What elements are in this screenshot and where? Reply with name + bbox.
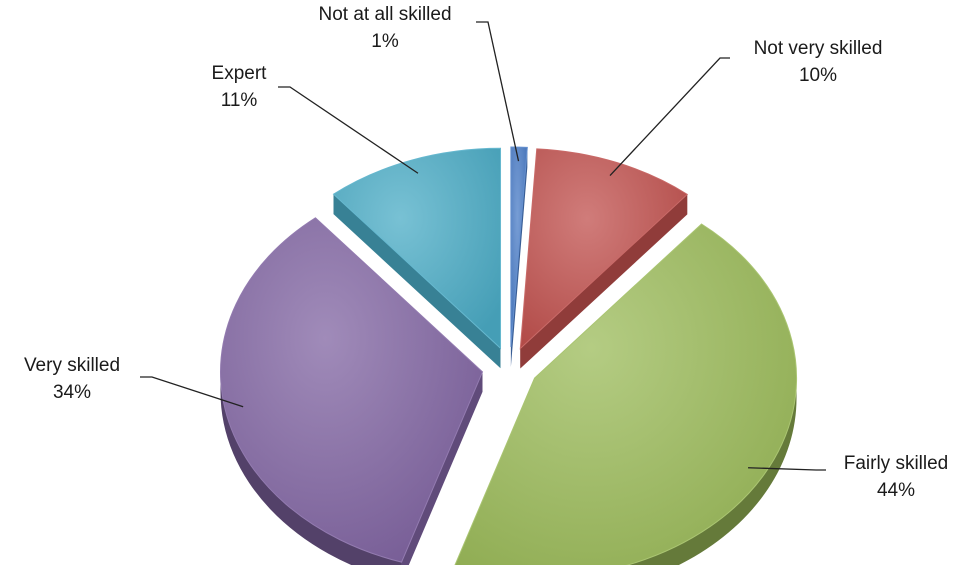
data-label-name-expert: Expert xyxy=(212,63,268,84)
leader-line-fairly-skilled xyxy=(748,467,826,471)
leader-line-expert xyxy=(278,86,419,174)
leader-line-not-very-skilled xyxy=(609,57,730,176)
data-label-name-fairly-skilled: Fairly skilled xyxy=(844,453,949,474)
data-label-value-expert: 11% xyxy=(221,90,258,111)
slice-expert xyxy=(332,147,502,350)
slice-very-skilled xyxy=(220,217,484,563)
slice-not-very-skilled xyxy=(519,148,689,350)
slices-layer xyxy=(220,146,798,570)
data-label-value-fairly-skilled: 44% xyxy=(877,480,915,501)
data-labels-layer: Not at all skilled 1% Not very skilled 10% F… xyxy=(24,4,948,501)
data-label-name-not-very-skilled: Not very skilled xyxy=(754,38,883,59)
slice-not-at-all-skilled xyxy=(510,146,528,348)
data-label-value-very-skilled: 34% xyxy=(53,382,91,403)
leader-line-very-skilled xyxy=(140,376,244,408)
leader-lines-layer xyxy=(140,21,826,471)
data-label-name-very-skilled: Very skilled xyxy=(24,355,120,376)
data-label-value-not-very-skilled: 10% xyxy=(799,65,837,86)
slice-side-expert xyxy=(333,194,501,369)
slice-fairly-skilled xyxy=(452,223,798,570)
data-label-value-not-at-all-skilled: 1% xyxy=(371,31,399,52)
leader-line-not-at-all-skilled xyxy=(476,21,520,162)
data-label-name-not-at-all-skilled: Not at all skilled xyxy=(318,4,451,25)
